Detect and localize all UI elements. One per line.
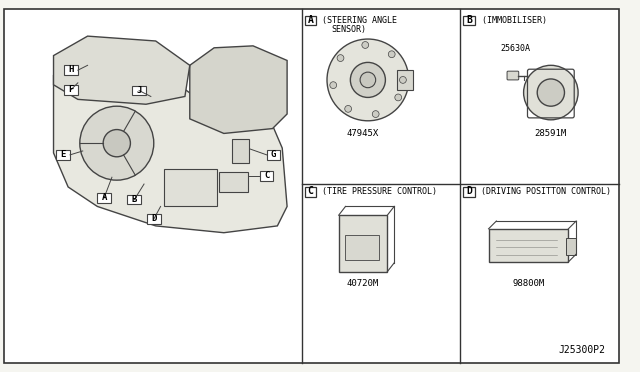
Polygon shape [190, 46, 287, 134]
FancyBboxPatch shape [64, 65, 78, 75]
FancyBboxPatch shape [147, 214, 161, 224]
Text: D: D [151, 214, 156, 223]
Circle shape [330, 82, 337, 89]
FancyBboxPatch shape [260, 171, 273, 181]
Text: 47945X: 47945X [347, 129, 379, 138]
FancyBboxPatch shape [463, 187, 475, 197]
Text: SENSOR): SENSOR) [331, 25, 366, 34]
FancyBboxPatch shape [463, 16, 475, 25]
Circle shape [372, 110, 379, 118]
Text: A: A [308, 15, 314, 25]
Circle shape [103, 129, 131, 157]
Text: J: J [136, 86, 142, 94]
Text: (TIRE PRESSURE CONTROL): (TIRE PRESSURE CONTROL) [317, 187, 437, 196]
Text: F: F [68, 85, 74, 94]
Circle shape [537, 79, 564, 106]
Polygon shape [54, 75, 287, 233]
Text: H: H [68, 65, 74, 74]
Text: C: C [308, 186, 314, 196]
FancyBboxPatch shape [219, 172, 248, 192]
Text: 28591M: 28591M [535, 129, 567, 138]
Circle shape [524, 65, 578, 120]
Text: B: B [132, 195, 137, 203]
Text: C: C [264, 171, 269, 180]
FancyBboxPatch shape [127, 195, 141, 205]
Circle shape [80, 106, 154, 180]
FancyBboxPatch shape [97, 193, 111, 202]
Text: 25630A: 25630A [501, 44, 531, 53]
FancyBboxPatch shape [56, 150, 70, 160]
Circle shape [388, 51, 395, 58]
FancyBboxPatch shape [566, 238, 576, 255]
FancyBboxPatch shape [397, 70, 413, 90]
Text: (STEERING ANGLE: (STEERING ANGLE [317, 16, 397, 25]
FancyBboxPatch shape [488, 229, 568, 262]
FancyBboxPatch shape [305, 16, 316, 25]
Text: E: E [61, 150, 66, 159]
Circle shape [399, 77, 406, 83]
Circle shape [350, 62, 385, 97]
Text: D: D [466, 186, 472, 196]
FancyBboxPatch shape [132, 86, 146, 96]
Circle shape [362, 42, 369, 48]
FancyBboxPatch shape [163, 170, 217, 206]
Text: 40720M: 40720M [347, 279, 379, 288]
Text: G: G [271, 150, 276, 159]
Text: A: A [102, 193, 107, 202]
FancyBboxPatch shape [64, 85, 78, 94]
FancyBboxPatch shape [339, 215, 387, 272]
Polygon shape [54, 36, 190, 104]
Text: (IMMOBILISER): (IMMOBILISER) [477, 16, 547, 25]
FancyBboxPatch shape [267, 150, 280, 160]
FancyBboxPatch shape [232, 139, 249, 163]
FancyBboxPatch shape [507, 71, 519, 80]
Circle shape [337, 55, 344, 61]
Text: (DRIVING POSITTON CONTROL): (DRIVING POSITTON CONTROL) [476, 187, 611, 196]
Text: J25300P2: J25300P2 [558, 345, 605, 355]
Circle shape [345, 105, 351, 112]
FancyBboxPatch shape [305, 187, 316, 197]
FancyBboxPatch shape [346, 235, 379, 260]
Text: 98800M: 98800M [513, 279, 545, 288]
Text: B: B [466, 15, 472, 25]
Circle shape [327, 39, 409, 121]
Circle shape [395, 94, 402, 101]
Circle shape [360, 72, 376, 88]
